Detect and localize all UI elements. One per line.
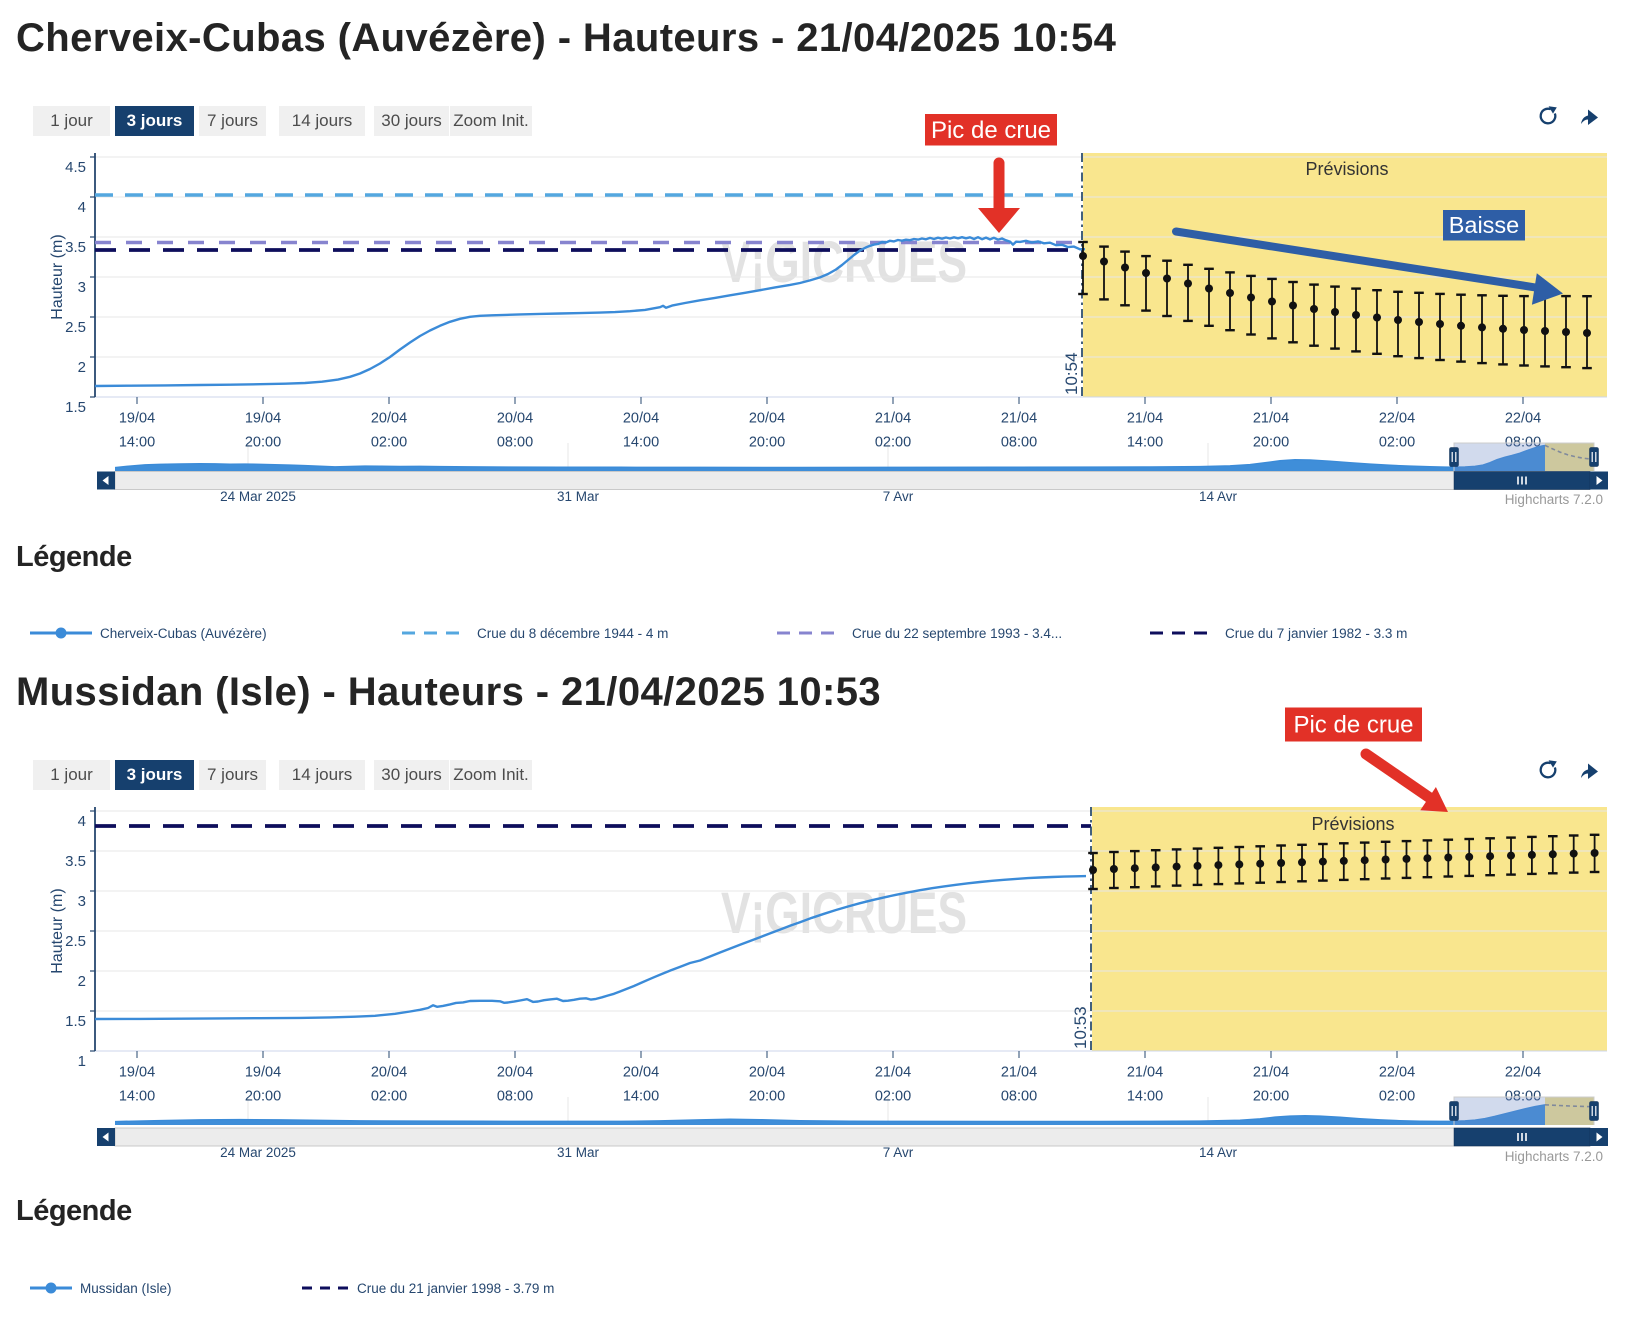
svg-text:02:00: 02:00 xyxy=(1379,435,1415,451)
svg-text:22/04: 22/04 xyxy=(1379,411,1415,427)
svg-text:08:00: 08:00 xyxy=(497,435,533,451)
svg-text:08:00: 08:00 xyxy=(1001,435,1037,451)
svg-text:Crue du 8 décembre 1944 - 4 m: Crue du 8 décembre 1944 - 4 m xyxy=(477,626,668,641)
svg-text:Crue du 22 septembre 1993 - 3.: Crue du 22 septembre 1993 - 3.4... xyxy=(852,626,1062,641)
svg-text:Hauteur (m): Hauteur (m) xyxy=(49,234,66,319)
svg-text:4.5: 4.5 xyxy=(65,159,86,176)
svg-text:1.5: 1.5 xyxy=(65,1013,86,1030)
svg-text:22/04: 22/04 xyxy=(1505,411,1541,427)
svg-text:Prévisions: Prévisions xyxy=(1311,814,1394,834)
svg-text:20/04: 20/04 xyxy=(371,1065,407,1081)
svg-text:02:00: 02:00 xyxy=(371,1089,407,1105)
svg-text:20:00: 20:00 xyxy=(245,1089,281,1105)
svg-text:1: 1 xyxy=(78,1053,86,1070)
svg-text:19/04: 19/04 xyxy=(119,1065,155,1081)
svg-text:02:00: 02:00 xyxy=(1379,1089,1415,1105)
svg-text:20:00: 20:00 xyxy=(749,1089,785,1105)
svg-text:20/04: 20/04 xyxy=(497,1065,533,1081)
svg-text:19/04: 19/04 xyxy=(245,411,281,427)
svg-text:Crue du 21 janvier 1998 - 3.79: Crue du 21 janvier 1998 - 3.79 m xyxy=(357,1281,554,1296)
svg-text:21/04: 21/04 xyxy=(875,411,911,427)
svg-text:Mussidan (Isle): Mussidan (Isle) xyxy=(80,1281,172,1296)
svg-text:3: 3 xyxy=(78,279,86,296)
svg-text:24 Mar 2025: 24 Mar 2025 xyxy=(220,1145,296,1160)
svg-text:2: 2 xyxy=(78,973,86,990)
svg-text:Prévisions: Prévisions xyxy=(1305,159,1388,179)
svg-text:14 Avr: 14 Avr xyxy=(1199,489,1238,504)
svg-text:20/04: 20/04 xyxy=(749,1065,785,1081)
svg-text:21/04: 21/04 xyxy=(1253,411,1289,427)
svg-text:Cherveix-Cubas (Auvézère): Cherveix-Cubas (Auvézère) xyxy=(100,626,267,641)
svg-text:14:00: 14:00 xyxy=(119,435,155,451)
svg-text:3.5: 3.5 xyxy=(65,853,86,870)
svg-text:08:00: 08:00 xyxy=(1001,1089,1037,1105)
svg-text:4: 4 xyxy=(78,199,86,216)
svg-text:20:00: 20:00 xyxy=(749,435,785,451)
svg-text:20/04: 20/04 xyxy=(749,411,785,427)
svg-text:20/04: 20/04 xyxy=(371,411,407,427)
svg-text:2: 2 xyxy=(78,359,86,376)
svg-text:3.5: 3.5 xyxy=(65,239,86,256)
svg-text:22/04: 22/04 xyxy=(1505,1065,1541,1081)
svg-text:02:00: 02:00 xyxy=(875,435,911,451)
svg-text:7 Avr: 7 Avr xyxy=(883,1145,914,1160)
svg-text:10:54: 10:54 xyxy=(1062,352,1081,395)
svg-text:14 Avr: 14 Avr xyxy=(1199,1145,1238,1160)
svg-text:Pic de crue: Pic de crue xyxy=(1293,712,1413,739)
svg-text:21/04: 21/04 xyxy=(875,1065,911,1081)
svg-text:02:00: 02:00 xyxy=(371,435,407,451)
svg-text:31 Mar: 31 Mar xyxy=(557,1145,600,1160)
svg-text:21/04: 21/04 xyxy=(1253,1065,1289,1081)
svg-text:20:00: 20:00 xyxy=(1253,1089,1289,1105)
svg-text:20:00: 20:00 xyxy=(1253,435,1289,451)
svg-text:14:00: 14:00 xyxy=(623,435,659,451)
svg-text:02:00: 02:00 xyxy=(875,1089,911,1105)
svg-text:Baisse: Baisse xyxy=(1449,212,1520,238)
svg-text:08:00: 08:00 xyxy=(497,1089,533,1105)
svg-text:2.5: 2.5 xyxy=(65,319,86,336)
svg-text:14:00: 14:00 xyxy=(1127,1089,1163,1105)
svg-text:20/04: 20/04 xyxy=(497,411,533,427)
svg-text:21/04: 21/04 xyxy=(1127,411,1163,427)
svg-text:21/04: 21/04 xyxy=(1001,1065,1037,1081)
svg-text:14:00: 14:00 xyxy=(119,1089,155,1105)
svg-text:Pic de crue: Pic de crue xyxy=(931,117,1051,144)
svg-text:19/04: 19/04 xyxy=(245,1065,281,1081)
svg-text:4: 4 xyxy=(78,813,86,830)
svg-text:20/04: 20/04 xyxy=(623,411,659,427)
svg-text:20:00: 20:00 xyxy=(245,435,281,451)
svg-text:7 Avr: 7 Avr xyxy=(883,489,914,504)
svg-text:21/04: 21/04 xyxy=(1001,411,1037,427)
svg-text:3: 3 xyxy=(78,893,86,910)
svg-text:19/04: 19/04 xyxy=(119,411,155,427)
svg-text:14:00: 14:00 xyxy=(623,1089,659,1105)
svg-text:31 Mar: 31 Mar xyxy=(557,489,600,504)
svg-text:1.5: 1.5 xyxy=(65,399,86,416)
svg-text:Crue du 7 janvier 1982 - 3.3 m: Crue du 7 janvier 1982 - 3.3 m xyxy=(1225,626,1407,641)
svg-text:Hauteur (m): Hauteur (m) xyxy=(49,888,66,973)
svg-text:Highcharts 7.2.0: Highcharts 7.2.0 xyxy=(1505,492,1603,507)
svg-text:14:00: 14:00 xyxy=(1127,435,1163,451)
svg-text:Highcharts 7.2.0: Highcharts 7.2.0 xyxy=(1505,1149,1603,1164)
svg-text:22/04: 22/04 xyxy=(1379,1065,1415,1081)
svg-text:20/04: 20/04 xyxy=(623,1065,659,1081)
svg-text:24 Mar 2025: 24 Mar 2025 xyxy=(220,489,296,504)
svg-text:2.5: 2.5 xyxy=(65,933,86,950)
svg-text:21/04: 21/04 xyxy=(1127,1065,1163,1081)
svg-text:10:53: 10:53 xyxy=(1071,1006,1090,1049)
